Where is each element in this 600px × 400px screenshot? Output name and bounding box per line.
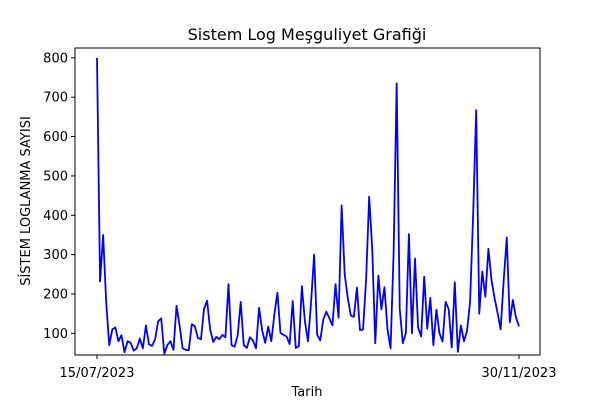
y-tick-label: 800 [43,51,68,66]
x-axis-label: Tarih [291,385,323,400]
y-tick-label: 100 [43,327,68,342]
x-axis-ticks: 15/07/2023 30/11/2023 [60,355,557,381]
chart-title: Sistem Log Meşguliyet Grafiği [188,25,427,44]
y-tick-label: 500 [43,169,68,184]
series-line [96,57,520,355]
y-tick-label: 300 [43,248,68,263]
y-tick-label: 600 [43,130,68,145]
y-tick-label: 200 [43,287,68,302]
plot-area [75,48,540,355]
x-tick-label: 30/11/2023 [482,366,557,381]
x-tick-label: 15/07/2023 [60,366,135,381]
y-tick-label: 700 [43,91,68,106]
y-axis-ticks: 100 200 300 400 500 600 700 800 [43,51,75,342]
y-axis-label: SİSTEM LOGLANMA SAYISI [18,116,34,286]
y-tick-label: 400 [43,209,68,224]
plot-frame [74,47,541,356]
